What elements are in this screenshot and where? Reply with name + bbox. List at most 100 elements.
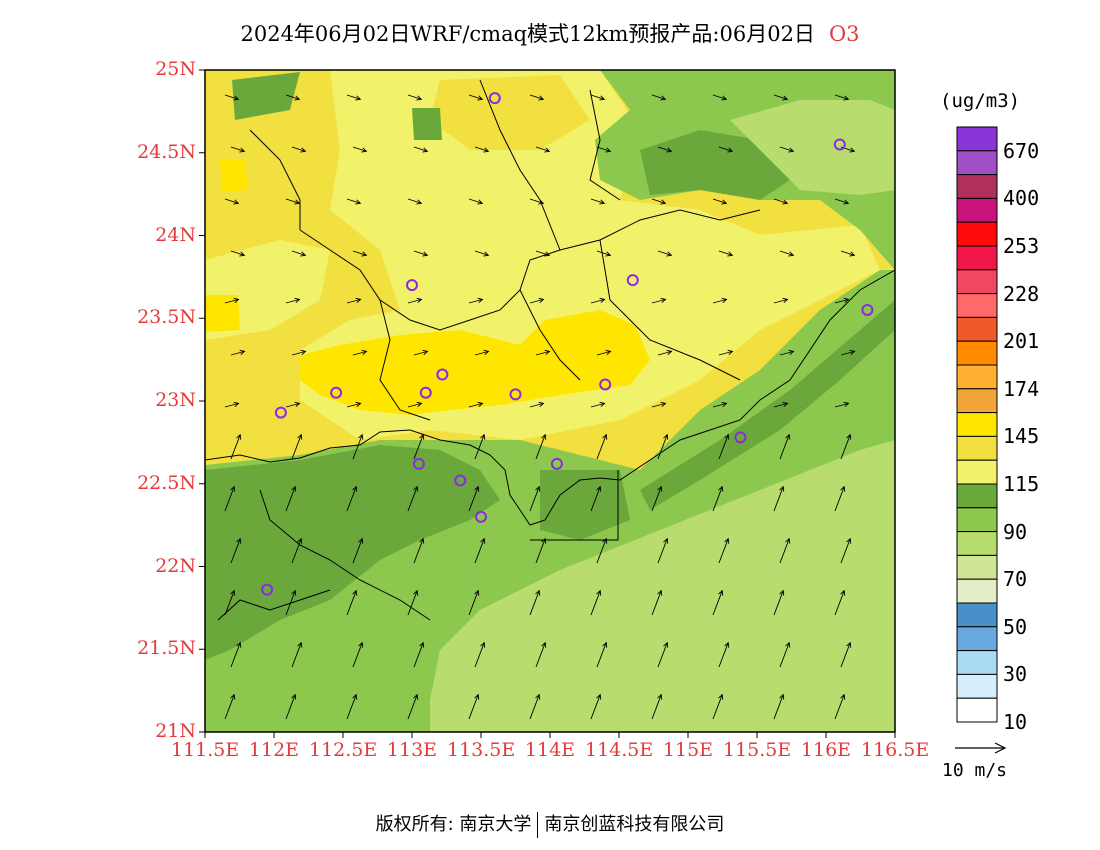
wind-arrow — [474, 146, 490, 153]
lon-tick-label: 112.5E — [309, 739, 378, 761]
field-dark-green-spot — [412, 108, 442, 140]
station-marker — [509, 388, 522, 401]
wind-arrow — [285, 297, 301, 304]
lat-tick-label: 21N — [155, 720, 196, 742]
wind-arrow — [529, 693, 541, 720]
field-bright-yellow-north — [220, 160, 248, 192]
wind-arrow — [468, 94, 484, 101]
legend-swatch — [956, 626, 998, 652]
field-pale-green-sea — [430, 440, 895, 732]
wind-arrow — [773, 401, 789, 408]
legend-value-label: 50 — [1003, 614, 1028, 639]
wind-arrow — [535, 641, 547, 668]
wind-arrow — [230, 537, 242, 564]
wind-arrow — [834, 589, 846, 616]
wind-arrow — [224, 297, 240, 304]
wind-arrow — [346, 297, 362, 304]
field-dark-green-sw — [205, 445, 500, 660]
legend-swatch — [956, 435, 998, 461]
legend-swatch — [956, 673, 998, 699]
station-marker — [861, 303, 874, 316]
wind-arrow — [468, 297, 484, 304]
wind-arrow — [657, 641, 669, 668]
wind-arrow — [291, 146, 307, 153]
wind-arrow — [718, 433, 730, 460]
wind-arrow — [407, 485, 419, 512]
legend-swatch — [956, 269, 998, 295]
wind-arrow — [834, 401, 850, 408]
wind-arrow — [657, 349, 673, 356]
wind-arrow — [834, 198, 850, 205]
legend-swatch — [956, 507, 998, 533]
map-title: 2024年06月02日WRF/cmaq模式12km预报产品:06月02日 O3 — [0, 18, 1100, 48]
wind-arrow — [291, 250, 307, 257]
wind-arrow — [773, 589, 785, 616]
wind-arrow — [773, 94, 789, 101]
wind-arrow — [291, 641, 303, 668]
wind-arrow — [413, 349, 429, 356]
wind-arrow — [407, 589, 419, 616]
wind-arrow — [718, 537, 730, 564]
wind-arrow — [535, 146, 551, 153]
wind-arrow — [651, 693, 663, 720]
concentration-field — [205, 70, 895, 732]
wind-arrow — [352, 537, 364, 564]
lat-tick-label: 24N — [155, 223, 196, 246]
wind-arrow — [657, 433, 669, 460]
wind-arrow — [779, 250, 795, 257]
legend-value-label: 115 — [1003, 472, 1040, 496]
legend-unit: (ug/m3) — [940, 90, 1021, 112]
legend-swatch — [956, 126, 998, 152]
station-marker — [599, 378, 612, 391]
wind-arrow — [651, 485, 663, 512]
wind-arrow — [407, 401, 423, 408]
wind-arrow — [590, 485, 602, 512]
wind-arrow — [596, 537, 608, 564]
field-bright-yellow-west — [205, 295, 240, 332]
wind-arrow — [346, 485, 358, 512]
legend-swatch — [956, 293, 998, 318]
wind-arrow — [224, 94, 240, 101]
field-dark-green-ne — [640, 130, 790, 200]
wind-arrow — [773, 198, 789, 205]
field-mid-yellow — [430, 75, 590, 150]
legend-value-label: 174 — [1003, 376, 1040, 401]
station-marker — [488, 92, 501, 105]
wind-arrow — [468, 589, 480, 616]
lon-tick-label: 116E — [800, 739, 852, 761]
legend-swatch — [956, 483, 998, 509]
title-pollutant: O3 — [828, 22, 860, 46]
wind-arrow — [712, 401, 728, 408]
lat-tick-label: 22.5N — [137, 471, 196, 494]
wind-arrow — [773, 297, 789, 304]
wind-arrow — [230, 641, 242, 668]
wind-arrow — [718, 250, 734, 257]
wind-arrow — [413, 433, 425, 460]
wind-arrow — [352, 641, 364, 668]
wind-arrow — [468, 485, 480, 512]
wind-arrow — [712, 297, 728, 304]
wind-arrow — [651, 94, 667, 101]
wind-arrow — [529, 94, 545, 101]
footer-right: 南京创蓝科技有限公司 — [544, 814, 725, 835]
footer-left: 版权所有: 南京大学 — [375, 814, 532, 835]
wind-arrow — [224, 401, 240, 408]
wind-arrow — [224, 198, 240, 205]
wind-arrow — [773, 485, 785, 512]
wind-arrow — [773, 693, 785, 720]
wind-reference-label: 10 m/s — [942, 760, 1008, 781]
lon-tick-label: 113.5E — [447, 739, 516, 761]
wind-arrow — [346, 94, 362, 101]
wind-arrow — [535, 349, 551, 356]
station-marker — [419, 386, 432, 399]
wind-arrow — [529, 485, 541, 512]
wind-arrow — [352, 349, 368, 356]
wind-arrow — [718, 349, 734, 356]
legend-swatch — [956, 316, 998, 342]
legend-swatch — [956, 174, 998, 199]
wind-arrow — [474, 537, 486, 564]
legend-swatch — [956, 459, 998, 485]
wind-arrow — [590, 693, 602, 720]
wind-arrow — [291, 349, 307, 356]
